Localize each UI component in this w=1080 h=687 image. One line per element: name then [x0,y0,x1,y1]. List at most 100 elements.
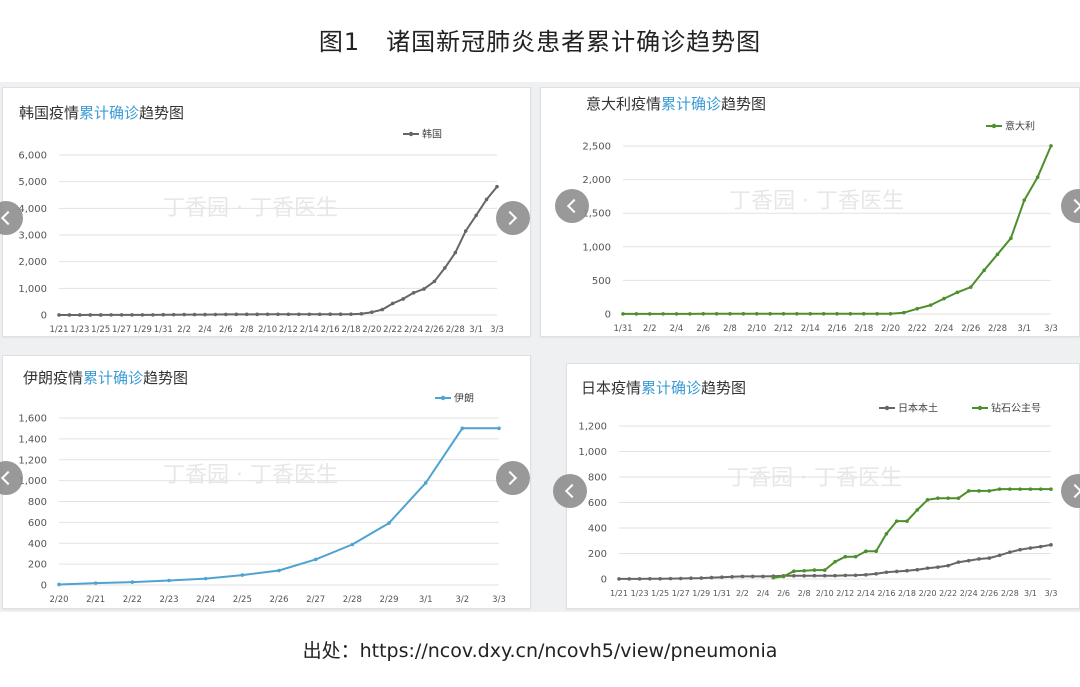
data-point [997,553,1002,558]
data-point [328,312,332,317]
x-tick-label: 2/10 [258,325,277,335]
y-tick-label: 200 [588,549,607,560]
next-chart-button[interactable] [1061,474,1080,508]
data-point [915,508,920,512]
data-point [140,313,145,317]
y-tick-label: 2,500 [582,142,611,153]
y-tick-label: 1,600 [18,414,47,425]
x-tick-label: 2/24 [404,325,423,335]
data-point [338,312,343,316]
legend-marker [408,131,414,137]
y-tick-label: 3,000 [18,231,47,242]
next-chart-button[interactable] [496,461,530,495]
data-point [678,576,683,581]
data-point [754,311,759,316]
source-caption: 出处：https://ncov.dxy.cn/ncovh5/view/pneum… [302,640,778,662]
data-point [955,290,960,295]
panel-title: 意大利疫情累计确诊趋势图 [586,95,767,113]
prev-chart-button[interactable] [0,201,23,235]
x-tick-label: 2/20 [362,325,381,335]
data-point [874,549,878,554]
data-point [861,311,866,316]
x-tick-label: 3/3 [492,595,506,605]
data-point [460,426,465,431]
x-tick-label: 3/1 [1017,324,1031,334]
data-point [255,312,259,317]
data-point [380,307,385,312]
x-tick-label: 1/21 [610,589,628,598]
data-point [781,574,786,579]
x-tick-label: 3/3 [1044,324,1058,334]
x-tick-label: 2/29 [379,595,398,605]
data-point [768,311,772,316]
x-tick-label: 2/22 [123,595,142,605]
line-chart-iran: 丁香园 · 丁香医生 0 200 400 600 800 1,000 1,200 1,400 1,… [18,393,506,606]
data-point [714,311,719,316]
data-point [771,575,776,580]
data-point [57,313,61,317]
x-tick-label: 2/27 [306,595,325,605]
data-point [915,567,920,572]
x-tick-label: 2/12 [774,324,793,334]
watermark: 丁香园 · 丁香医生 [729,189,904,214]
data-point [658,576,662,581]
data-point [905,568,909,573]
x-tick-label: 2/16 [877,589,895,598]
data-point [401,297,405,301]
chart-panel-japan: 日本疫情累计确诊趋势图 丁香园 · 丁香医生 0 200 400 600 800 1,000… [553,363,1080,609]
data-point [853,554,858,559]
x-tick-label: 2/20 [881,324,900,334]
data-point [792,569,796,574]
data-point [57,582,61,587]
data-point [956,560,961,564]
next-chart-button[interactable] [496,201,530,235]
chart-panel-italy: 意大利疫情累计确诊趋势图 丁香园 · 丁香医生 0 500 1,000 1,500 2,0… [540,87,1080,337]
x-tick-label: 1/31 [713,589,731,598]
data-point [161,312,166,317]
data-point [224,312,228,317]
x-tick-label: 2/8 [798,589,811,598]
data-point [982,268,986,273]
prev-chart-button[interactable] [0,461,23,495]
x-tick-label: 2/16 [827,324,846,334]
x-tick-label: 1/21 [49,325,68,335]
data-point [833,573,837,578]
x-tick-label: 2/20 [49,595,68,605]
y-tick-label: 400 [28,539,47,550]
x-tick-label: 2/10 [747,324,766,334]
y-tick-label: 600 [588,498,607,509]
data-point [848,311,853,316]
data-point [843,573,848,578]
data-point [203,576,208,581]
data-point [946,496,950,500]
data-point [728,311,732,316]
x-tick-label: 1/29 [133,325,152,335]
data-point [93,581,98,585]
data-point [213,312,218,317]
y-tick-label: 1,200 [578,422,607,433]
data-point [864,549,868,554]
x-tick-label: 2/28 [343,595,362,605]
panel-title: 日本疫情累计确诊趋势图 [581,379,747,397]
x-tick-label: 1/27 [672,589,690,598]
data-point [894,569,899,574]
data-point [387,521,391,525]
data-point [875,311,879,316]
x-tick-label: 2/4 [757,589,770,598]
data-point [874,571,878,576]
legend-marker [440,395,446,401]
data-point [709,575,714,580]
y-tick-label: 5,000 [18,177,47,188]
data-point [936,496,940,500]
data-point [902,310,906,315]
x-tick-label: 2/18 [341,325,360,335]
data-point [390,301,395,306]
data-point [720,575,724,580]
data-point [808,311,813,316]
data-point [884,531,889,536]
prev-chart-button[interactable] [555,189,589,223]
prev-chart-button[interactable] [553,474,587,508]
data-point [812,568,817,572]
next-chart-button[interactable] [1061,189,1080,223]
